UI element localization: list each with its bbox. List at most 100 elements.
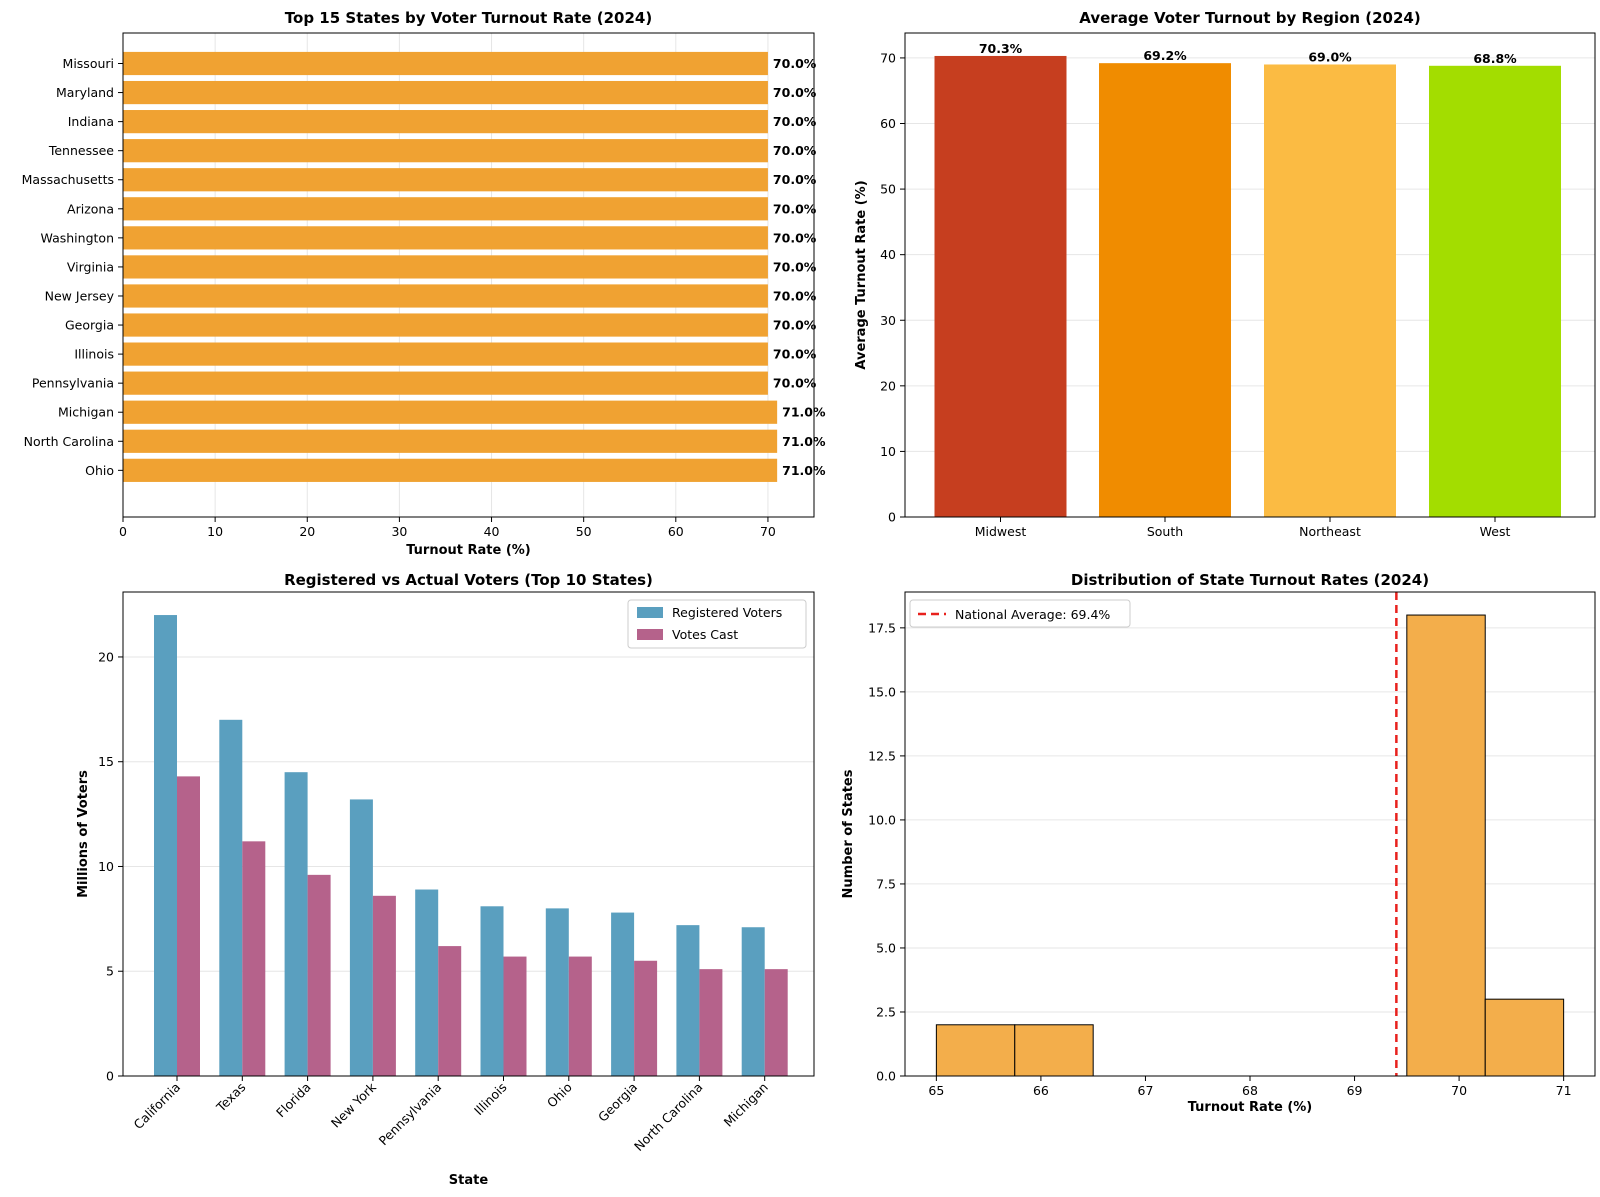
y-tick-label: Ohio — [85, 463, 114, 478]
legend-box — [909, 599, 1131, 628]
hist-bin — [1484, 998, 1565, 1077]
x-tick-label: California — [131, 1080, 184, 1133]
bar-votes-cast-pennsylvania — [438, 946, 462, 1076]
data-label-illinois: 70.0% — [773, 347, 817, 362]
data-label-washington: 70.0% — [773, 230, 817, 245]
bar-new-jersey — [123, 284, 768, 308]
x-tick-label: Pennsylvania — [376, 1080, 445, 1149]
chart-title: Top 15 States by Voter Turnout Rate (202… — [285, 9, 652, 27]
bar-north-carolina — [123, 429, 778, 453]
chart-title: Distribution of State Turnout Rates (202… — [1071, 571, 1429, 589]
bars — [935, 614, 1565, 1077]
bar-registered-voters-california — [154, 615, 177, 1076]
bar-missouri — [123, 51, 768, 76]
data-label-north-carolina: 71.0% — [782, 434, 826, 449]
y-tick-label: North Carolina — [24, 434, 114, 449]
bar-georgia — [123, 313, 768, 337]
bar-pennsylvania — [123, 371, 768, 395]
data-label-georgia: 70.0% — [773, 318, 817, 333]
bar-votes-cast-georgia — [634, 960, 658, 1076]
data-labels: 70.3% 69.2% 69.0% 68.8% — [979, 41, 1517, 66]
x-tick-label: Florida — [273, 1080, 314, 1121]
data-label-arizona: 70.0% — [773, 201, 817, 216]
bar-midwest — [934, 55, 1067, 518]
hist-bin — [935, 1024, 1016, 1077]
x-tick-label: 60 — [668, 524, 684, 539]
y-tick-label: 50 — [880, 182, 896, 197]
y-ticks: Missouri Maryland Indiana Tennessee Massachu… — [22, 56, 123, 478]
legend-label-votes-cast: Votes Cast — [672, 627, 738, 642]
y-tick-label: 5 — [106, 964, 114, 979]
y-tick-label: Michigan — [58, 405, 114, 420]
panel-registered-vs-actual: California Texas Florida New YorkPennsylvan… — [76, 571, 815, 1188]
y-tick-label: Maryland — [56, 85, 114, 100]
bar-registered-voters-florida — [284, 772, 308, 1076]
data-label-pennsylvania: 70.0% — [773, 376, 817, 391]
legend-box — [627, 599, 807, 649]
legend-swatch-registered — [637, 607, 663, 618]
x-tick-label: 71 — [1556, 1083, 1572, 1098]
x-tick-label: Illinois — [471, 1080, 510, 1119]
y-tick-label: 20 — [98, 649, 114, 664]
y-tick-label: 70 — [880, 50, 896, 65]
data-label-maryland: 70.0% — [773, 85, 817, 100]
y-tick-label: 40 — [880, 247, 896, 262]
x-tick-label: Michigan — [721, 1080, 771, 1130]
bar-registered-voters-illinois — [480, 906, 504, 1076]
bar-registered-voters-ohio — [545, 908, 569, 1076]
bar-registered-voters-pennsylvania — [415, 889, 439, 1076]
y-tick-label: 7.5 — [876, 876, 896, 891]
legend: Registered Voters Votes Cast — [627, 599, 807, 649]
y-ticks: 0.0 2.5 5.0 7.5 10.0 12.5 15.0 17.5 — [868, 620, 905, 1084]
x-tick-label: 66 — [1033, 1083, 1049, 1098]
x-ticks: Midwest South Northeast West — [975, 517, 1511, 539]
data-label-missouri: 70.0% — [773, 56, 817, 71]
x-tick-label: 20 — [299, 524, 315, 539]
axes-frame — [122, 32, 815, 518]
bar-registered-voters-michigan — [741, 927, 765, 1076]
y-tick-label: 10.0 — [868, 812, 896, 827]
x-tick-label: 0 — [119, 524, 127, 539]
x-axis-label: Turnout Rate (%) — [406, 543, 531, 558]
x-ticks: 65 66 67 68 69 70 71 — [928, 1076, 1572, 1098]
bars — [123, 51, 778, 482]
legend-label-registered: Registered Voters — [672, 605, 782, 620]
x-tick-label: Texas — [213, 1080, 249, 1116]
bar-tennessee — [123, 139, 768, 163]
chart-title: Registered vs Actual Voters (Top 10 Stat… — [284, 571, 653, 589]
data-label-northeast: 69.0% — [1308, 49, 1352, 64]
x-tick-label: 65 — [928, 1083, 944, 1098]
bar-registered-voters-texas — [219, 719, 243, 1076]
x-tick-label: West — [1480, 524, 1511, 539]
bar-west — [1429, 65, 1561, 518]
y-tick-label: Georgia — [65, 318, 114, 333]
hist-bin — [1014, 1024, 1094, 1077]
panel-region-turnout: Midwest South Northeast West 0 10 20 30 40 50 60 7… — [854, 9, 1596, 539]
axes-frame — [904, 32, 1596, 518]
x-tick-label: 67 — [1138, 1083, 1154, 1098]
bar-massachusetts — [123, 168, 768, 192]
x-tick-label: New York — [328, 1079, 380, 1131]
y-tick-label: 30 — [880, 313, 896, 328]
bar-votes-cast-new-york — [372, 895, 396, 1076]
y-tick-label: 2.5 — [876, 1004, 896, 1019]
y-tick-label: Pennsylvania — [32, 376, 114, 391]
bar-south — [1099, 63, 1231, 517]
y-tick-label: 15 — [98, 754, 114, 769]
data-label-michigan: 71.0% — [782, 405, 826, 420]
bar-indiana — [123, 110, 768, 134]
data-label-south: 69.2% — [1143, 48, 1187, 63]
data-label-massachusetts: 70.0% — [773, 172, 817, 187]
bars — [154, 615, 788, 1076]
data-labels: 70.0% 70.0% 70.0% 70.0% 70.0% 70.0% 70.0% 70.0%… — [773, 56, 826, 478]
y-tick-label: 0.0 — [876, 1069, 896, 1084]
data-label-west: 68.8% — [1473, 51, 1517, 66]
data-label-new-jersey: 70.0% — [773, 288, 817, 303]
y-tick-label: Massachusetts — [22, 172, 114, 187]
bar-votes-cast-ohio — [568, 956, 592, 1076]
x-tick-label: 70 — [1451, 1083, 1467, 1098]
legend: National Average: 69.4% — [909, 599, 1131, 628]
x-axis-label: Turnout Rate (%) — [1188, 1100, 1313, 1115]
bar-illinois — [123, 342, 768, 366]
y-axis-label: Millions of Voters — [76, 770, 91, 898]
